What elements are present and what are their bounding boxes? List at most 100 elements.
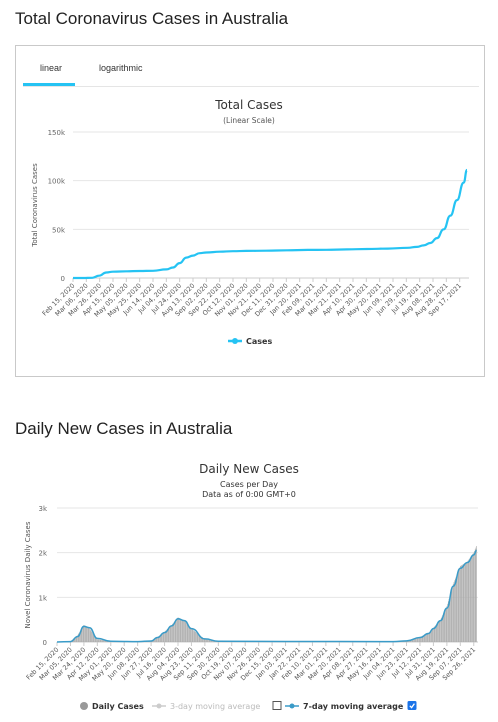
bar bbox=[444, 610, 446, 642]
bar bbox=[162, 633, 163, 642]
bar bbox=[196, 632, 197, 642]
tab-linear[interactable]: linear bbox=[40, 63, 63, 73]
bar bbox=[470, 556, 472, 642]
bar bbox=[85, 625, 86, 642]
bar bbox=[95, 637, 97, 642]
chart-subtitle: Cases per Day bbox=[220, 480, 278, 489]
bar bbox=[462, 564, 463, 642]
legend-marker-7day bbox=[289, 703, 295, 709]
chart-subtitle-date: Data as of 0:00 GMT+0 bbox=[202, 490, 296, 499]
bar bbox=[448, 598, 450, 642]
bar bbox=[159, 635, 160, 642]
bar bbox=[460, 565, 462, 642]
chart-legend[interactable]: Cases bbox=[228, 337, 272, 346]
bar bbox=[79, 631, 80, 642]
bar bbox=[201, 637, 203, 642]
bar bbox=[468, 559, 470, 642]
bar bbox=[443, 613, 444, 642]
bar bbox=[434, 626, 436, 642]
bar bbox=[440, 618, 442, 642]
legend-marker-3day bbox=[156, 703, 162, 709]
bar bbox=[166, 629, 167, 642]
bar bbox=[181, 619, 183, 642]
bar bbox=[90, 630, 92, 642]
bar bbox=[170, 625, 172, 642]
bar bbox=[191, 628, 192, 642]
bar bbox=[422, 635, 424, 642]
tab-logarithmic[interactable]: logarithmic bbox=[99, 63, 143, 73]
bar bbox=[174, 621, 175, 642]
bar bbox=[462, 564, 464, 642]
y-tick-label: 0 bbox=[43, 639, 47, 647]
bar bbox=[421, 636, 422, 642]
bar bbox=[414, 638, 415, 642]
bar bbox=[104, 640, 106, 642]
bar bbox=[184, 620, 185, 642]
legend-label-7day[interactable]: 7-day moving average bbox=[303, 702, 404, 711]
bar bbox=[80, 629, 82, 642]
bar bbox=[208, 639, 210, 642]
bar bbox=[188, 625, 189, 642]
chart-legend: Daily Cases 3-day moving average 7-day m… bbox=[80, 701, 417, 712]
bar bbox=[88, 628, 90, 642]
bar bbox=[176, 618, 178, 642]
bar bbox=[167, 629, 168, 642]
bar bbox=[185, 622, 187, 642]
bar bbox=[418, 637, 420, 642]
bar bbox=[432, 628, 434, 642]
bar bbox=[445, 609, 446, 642]
bar bbox=[187, 624, 189, 642]
bar bbox=[178, 617, 180, 642]
bar bbox=[160, 634, 161, 642]
legend-item-3day[interactable]: 3-day moving average bbox=[152, 701, 282, 712]
bar bbox=[80, 630, 81, 642]
bar bbox=[155, 638, 156, 642]
bar bbox=[425, 634, 426, 642]
bar bbox=[81, 628, 83, 642]
bar bbox=[459, 567, 460, 642]
bar bbox=[91, 631, 92, 642]
bar bbox=[181, 619, 182, 642]
bar bbox=[167, 628, 169, 642]
bar bbox=[171, 625, 172, 642]
bar bbox=[191, 629, 193, 642]
bar bbox=[423, 635, 425, 642]
bar bbox=[413, 638, 414, 642]
y-tick-label: 100k bbox=[48, 178, 66, 186]
bar bbox=[184, 621, 186, 642]
bar bbox=[447, 603, 448, 642]
bar bbox=[447, 601, 449, 642]
bar bbox=[445, 607, 447, 642]
legend-item-7day[interactable]: 7-day moving average bbox=[285, 701, 417, 712]
y-tick-label: 2k bbox=[38, 550, 47, 558]
bar bbox=[210, 640, 212, 642]
bar bbox=[179, 618, 180, 642]
bar bbox=[92, 632, 93, 642]
bar bbox=[438, 622, 439, 642]
legend-label-daily[interactable]: Daily Cases bbox=[92, 702, 144, 711]
bar bbox=[421, 636, 423, 642]
bar bbox=[164, 631, 165, 642]
checkbox-7day[interactable] bbox=[407, 701, 417, 710]
chart-title: Total Cases bbox=[214, 98, 282, 112]
bar bbox=[209, 640, 211, 642]
legend-label-3day[interactable]: 3-day moving average bbox=[170, 702, 260, 711]
bar bbox=[452, 583, 454, 642]
legend-marker-cases bbox=[232, 338, 238, 344]
bar bbox=[160, 634, 162, 642]
bar bbox=[156, 637, 158, 642]
bar bbox=[472, 554, 473, 642]
bar bbox=[103, 640, 104, 642]
legend-label-cases[interactable]: Cases bbox=[246, 337, 272, 346]
checkbox-3day[interactable] bbox=[272, 701, 282, 710]
bar bbox=[190, 627, 192, 642]
bar bbox=[99, 639, 101, 642]
bar bbox=[212, 640, 213, 642]
legend-item-daily-cases[interactable]: Daily Cases bbox=[80, 702, 144, 711]
bar bbox=[77, 634, 79, 642]
y-axis-label: Total Coronavirus Cases bbox=[31, 163, 39, 248]
bar bbox=[435, 624, 437, 642]
bar bbox=[439, 620, 441, 642]
bar bbox=[85, 626, 87, 642]
bar bbox=[77, 635, 78, 642]
